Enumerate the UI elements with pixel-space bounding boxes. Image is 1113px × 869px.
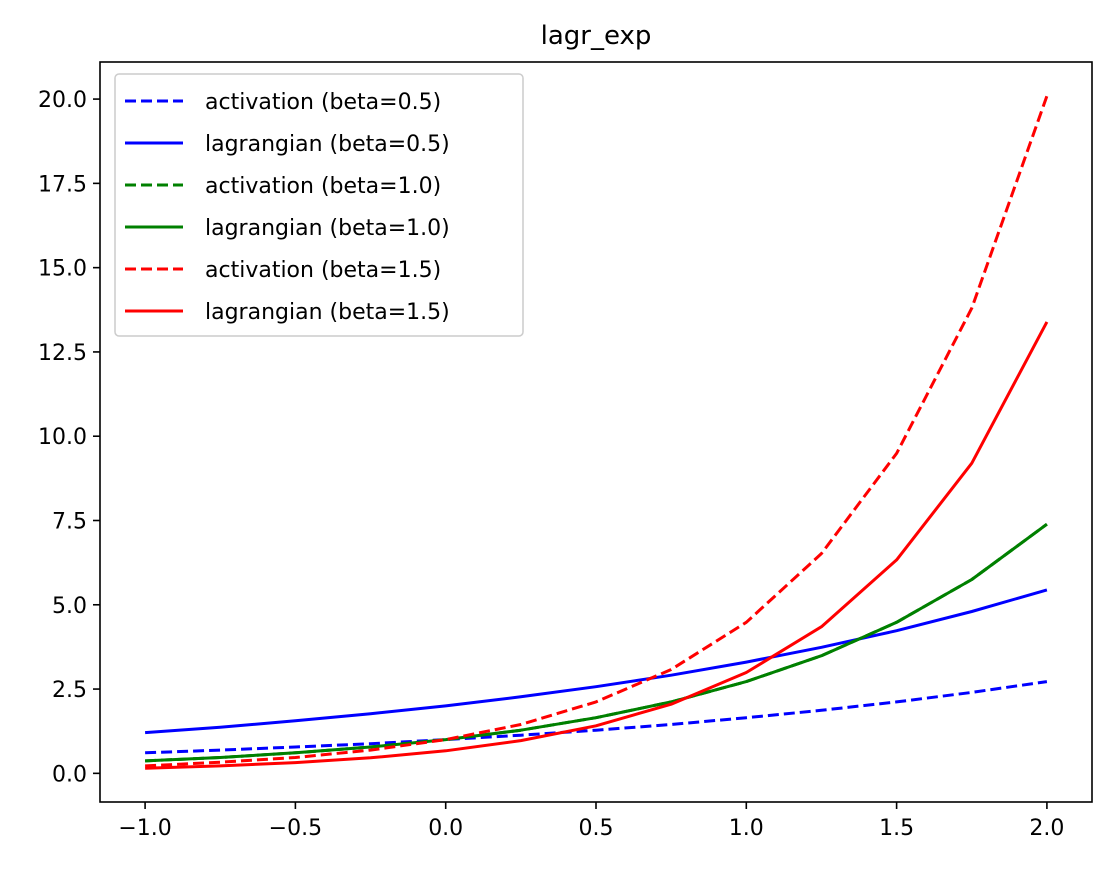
series-line-4 <box>145 95 1049 768</box>
legend-label-0: activation (beta=0.5) <box>205 90 441 115</box>
chart-title: lagr_exp <box>541 21 652 51</box>
y-tick-label-8: 20.0 <box>38 88 87 113</box>
y-tick-label-0: 0.0 <box>52 762 87 787</box>
x-tick-label-5: 1.5 <box>879 816 914 841</box>
x-axis: −1.0 −0.5 0.0 0.5 1.0 1.5 2.0 <box>118 802 1064 841</box>
x-tick-label-6: 2.0 <box>1029 816 1064 841</box>
series-line-3 <box>145 522 1048 763</box>
x-tick-label-3: 0.5 <box>579 816 614 841</box>
series-line-5 <box>145 321 1049 770</box>
legend-label-5: lagrangian (beta=1.5) <box>205 300 450 325</box>
x-tick-label-1: −0.5 <box>269 816 322 841</box>
y-tick-label-1: 2.5 <box>52 678 87 703</box>
series-line-0 <box>145 680 1048 755</box>
legend-label-3: lagrangian (beta=1.0) <box>205 216 450 241</box>
y-axis: 0.0 2.5 5.0 7.5 10.0 12.5 15.0 17.5 20.0 <box>38 88 100 787</box>
legend-label-2: activation (beta=1.0) <box>205 174 441 199</box>
legend-box <box>114 73 524 337</box>
x-tick-label-2: 0.0 <box>428 816 463 841</box>
y-tick-label-7: 17.5 <box>38 172 87 197</box>
series-layer <box>144 95 1049 770</box>
series-line-1 <box>144 588 1048 735</box>
y-tick-label-4: 10.0 <box>38 425 87 450</box>
x-tick-label-4: 1.0 <box>729 816 764 841</box>
y-tick-label-5: 12.5 <box>38 341 87 366</box>
y-tick-label-3: 7.5 <box>52 509 87 534</box>
legend: activation (beta=0.5) lagrangian (beta=0.… <box>114 73 524 337</box>
legend-label-1: lagrangian (beta=0.5) <box>205 132 450 157</box>
y-tick-label-6: 15.0 <box>38 257 87 282</box>
legend-label-4: activation (beta=1.5) <box>205 258 441 283</box>
x-tick-label-0: −1.0 <box>118 816 171 841</box>
y-tick-label-2: 5.0 <box>52 594 87 619</box>
